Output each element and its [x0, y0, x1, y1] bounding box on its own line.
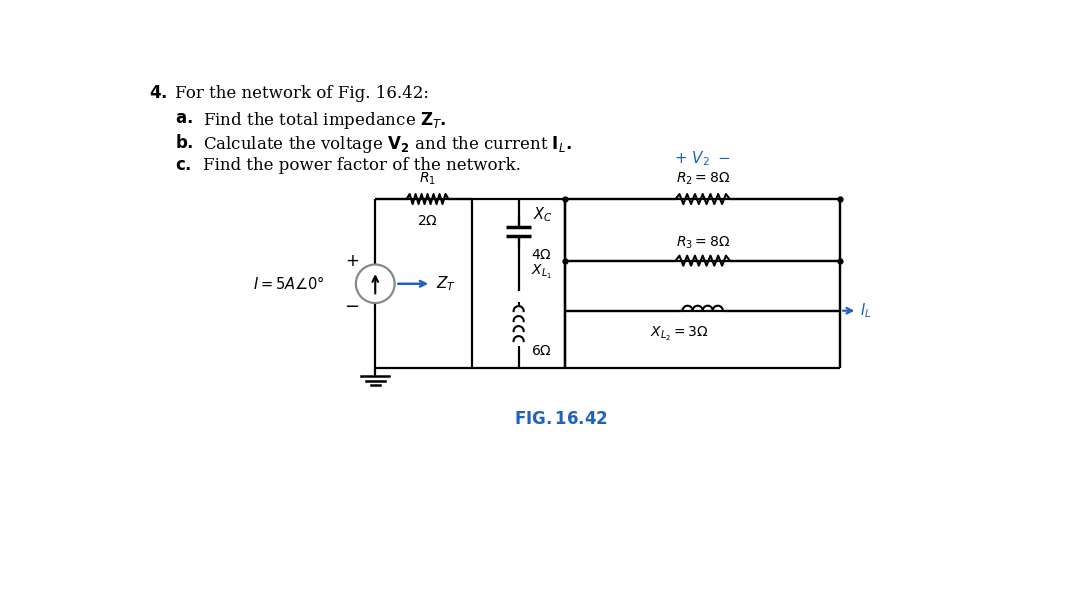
Text: $+ \ V_2 \ -$: $+ \ V_2 \ -$ — [674, 150, 731, 169]
Text: $I_L$: $I_L$ — [861, 302, 872, 320]
Text: $R_2 = 8\Omega$: $R_2 = 8\Omega$ — [676, 170, 730, 187]
Text: $\mathbf{a.}$: $\mathbf{a.}$ — [175, 110, 193, 127]
Text: $\bf{FIG. 16.42}$: $\bf{FIG. 16.42}$ — [514, 409, 608, 427]
Text: $R_1$: $R_1$ — [419, 170, 436, 187]
Text: Find the power factor of the network.: Find the power factor of the network. — [203, 158, 521, 175]
Text: For the network of Fig. 16.42:: For the network of Fig. 16.42: — [175, 85, 430, 102]
Text: Find the total impedance $\mathbf{Z}_T\mathbf{.}$: Find the total impedance $\mathbf{Z}_T\m… — [203, 110, 447, 131]
Text: $6\Omega$: $6\Omega$ — [531, 344, 552, 358]
Text: $R_3 = 8\Omega$: $R_3 = 8\Omega$ — [676, 234, 730, 251]
Text: $4\Omega$: $4\Omega$ — [531, 248, 552, 262]
Text: $\mathbf{b.}$: $\mathbf{b.}$ — [175, 134, 193, 151]
Text: $X_{L_1}$: $X_{L_1}$ — [531, 263, 552, 281]
Text: $\mathbf{c.}$: $\mathbf{c.}$ — [175, 158, 192, 175]
Text: Calculate the voltage $\mathbf{V_2}$ and the current $\mathbf{I}_L\mathbf{.}$: Calculate the voltage $\mathbf{V_2}$ and… — [203, 134, 572, 154]
Text: $I = 5A\angle 0°$: $I = 5A\angle 0°$ — [253, 275, 325, 292]
Text: $\mathbf{4.}$: $\mathbf{4.}$ — [149, 85, 167, 102]
Text: −: − — [345, 298, 360, 316]
Text: $2\Omega$: $2\Omega$ — [417, 215, 438, 229]
Text: $Z_T$: $Z_T$ — [435, 275, 456, 293]
Text: +: + — [346, 252, 359, 270]
Text: $X_{L_2} = 3\Omega$: $X_{L_2} = 3\Omega$ — [650, 324, 708, 343]
Text: $X_C$: $X_C$ — [532, 205, 552, 224]
